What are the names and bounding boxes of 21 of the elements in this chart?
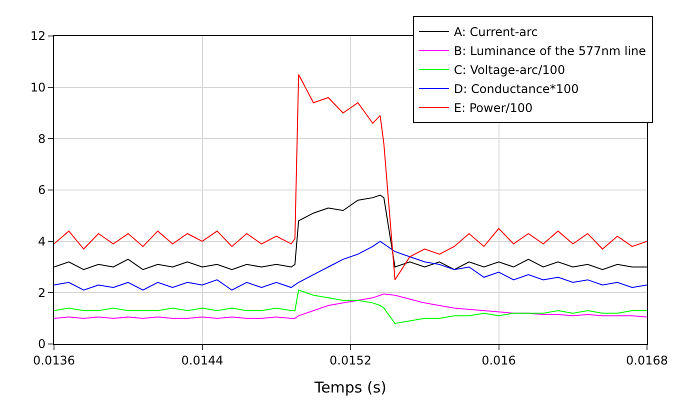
x-tick-label: 0.016 [482, 353, 516, 368]
y-tick-label: 4 [38, 234, 46, 249]
y-tick-label: 6 [38, 183, 46, 198]
x-tick-label: 0.0144 [181, 353, 224, 368]
x-axis-title: Temps (s) [313, 378, 387, 396]
y-tick-label: 12 [30, 29, 46, 44]
x-tick-label: 0.0136 [33, 353, 75, 368]
y-tick-label: 10 [30, 80, 46, 95]
legend-label: E: Power/100 [454, 101, 533, 116]
y-tick-label: 0 [38, 337, 46, 352]
legend-label: D: Conductance*100 [454, 82, 579, 96]
line-series [54, 290, 647, 324]
legend-label: B: Luminance of the 577nm line [454, 44, 646, 58]
line-series [54, 240, 647, 291]
x-tick-label: 0.0168 [626, 353, 668, 368]
y-tick-label: 8 [38, 132, 46, 146]
legend-label: C: Voltage-arc/100 [454, 63, 566, 78]
x-tick-label: 0.0152 [330, 353, 372, 368]
line-series [54, 293, 647, 319]
y-tick-label: 2 [38, 286, 46, 300]
legend-label: A: Current-arc [454, 25, 538, 40]
